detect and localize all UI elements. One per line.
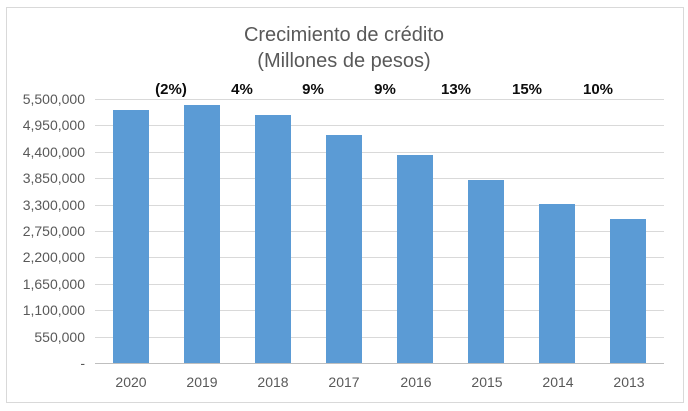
y-axis: 5,500,000 4,950,000 4,400,000 3,850,000 3,30…	[0, 0, 85, 411]
y-gridline	[95, 152, 664, 153]
growth-label: 10%	[582, 81, 614, 98]
growth-label: 9%	[302, 81, 324, 98]
x-axis-line	[95, 363, 664, 364]
growth-label: 9%	[374, 81, 396, 98]
plot-area: 2020 2019 2018 2017 2016 2015 2014 2013 (2%) 4% 9%…	[95, 81, 664, 390]
chart-title-line2: (Millones de pesos)	[257, 50, 431, 72]
growth-label: 4%	[231, 81, 253, 98]
y-gridline	[95, 205, 664, 206]
x-tick-label-2015: 2015	[471, 374, 503, 390]
y-tick-label: 1,650,000	[22, 276, 85, 292]
y-gridline	[95, 337, 664, 338]
y-tick-label: 1,100,000	[22, 302, 85, 318]
y-tick-label: 550,000	[34, 329, 85, 345]
y-tick-label: 2,750,000	[22, 223, 85, 239]
bar-2020	[113, 110, 149, 363]
y-tick-label: 3,300,000	[22, 197, 85, 213]
bar-2018	[255, 115, 291, 363]
y-tick-label: 4,400,000	[22, 144, 85, 160]
bar-2017	[326, 135, 362, 363]
growth-label: 13%	[440, 81, 472, 98]
y-gridline	[95, 231, 664, 232]
x-tick-label-2020: 2020	[115, 374, 147, 390]
y-gridline	[95, 125, 664, 126]
chart-border	[6, 7, 684, 403]
bar-2015	[468, 180, 504, 363]
y-gridline	[95, 99, 664, 100]
bar-2014	[539, 204, 575, 363]
y-tick-label: 3,850,000	[22, 170, 85, 186]
x-tick-label-2019: 2019	[186, 374, 218, 390]
x-tick-label-2014: 2014	[542, 374, 574, 390]
bar-2016	[397, 155, 433, 363]
chart-title-line1: Crecimiento de crédito	[243, 24, 445, 46]
y-gridline	[95, 310, 664, 311]
x-tick-label-2017: 2017	[328, 374, 360, 390]
y-tick-label: 4,950,000	[22, 117, 85, 133]
x-tick-label-2016: 2016	[400, 374, 432, 390]
growth-label: (2%)	[155, 81, 187, 98]
x-tick-label-2013: 2013	[613, 374, 645, 390]
bar-2019	[184, 105, 220, 363]
y-tick-label: 5,500,000	[22, 91, 85, 107]
y-tick-label: 2,200,000	[22, 249, 85, 265]
y-gridline	[95, 284, 664, 285]
bar-2013	[610, 219, 646, 363]
chart-title: Crecimiento de crédito (Millones de peso…	[0, 22, 688, 74]
y-gridline	[95, 257, 664, 258]
y-gridline	[95, 178, 664, 179]
x-tick-label-2018: 2018	[257, 374, 289, 390]
growth-label: 15%	[511, 81, 543, 98]
y-tick-label: -	[80, 355, 85, 371]
